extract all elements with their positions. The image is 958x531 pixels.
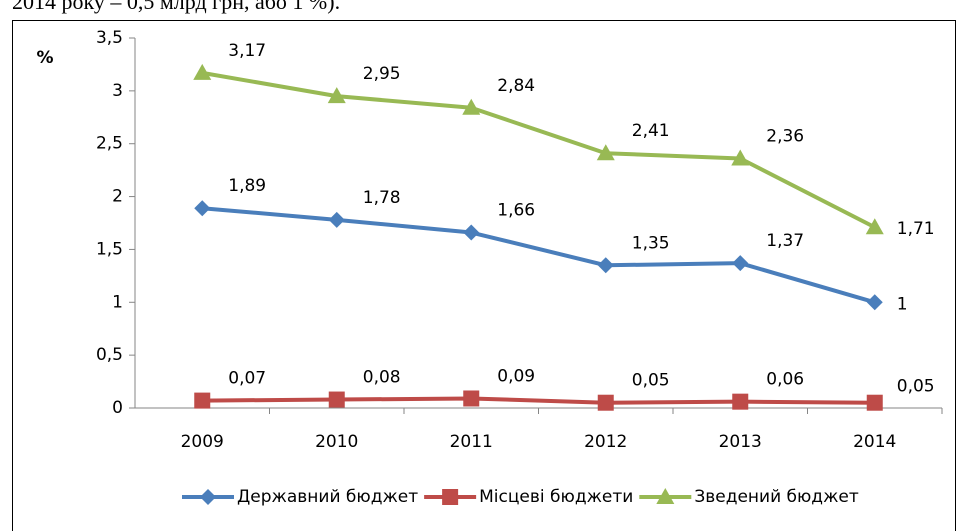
marker xyxy=(866,394,883,411)
marker xyxy=(597,394,614,411)
data-label: 1,35 xyxy=(632,233,670,253)
data-label: 1,71 xyxy=(897,219,935,239)
data-label: 3,17 xyxy=(228,41,266,61)
data-label: 2,95 xyxy=(363,64,401,84)
x-tick-label: 2012 xyxy=(584,432,627,452)
marker xyxy=(463,224,480,241)
marker xyxy=(442,489,459,505)
series-line xyxy=(202,396,875,405)
marker xyxy=(731,149,750,166)
y-tick-label: 0 xyxy=(112,398,123,418)
data-label: 1 xyxy=(897,294,908,314)
x-tick-label: 2010 xyxy=(315,432,358,452)
data-label: 2,84 xyxy=(497,76,535,96)
legend-label: Державний бюджет xyxy=(237,487,418,507)
data-label: 0,07 xyxy=(228,369,266,389)
data-label: 0,08 xyxy=(363,368,401,388)
marker xyxy=(596,144,615,161)
marker xyxy=(865,218,884,235)
y-axis-label: % xyxy=(36,48,53,68)
data-label: 0,05 xyxy=(897,377,935,397)
y-tick-label: 1 xyxy=(112,292,123,312)
marker xyxy=(462,98,481,115)
x-tick-label: 2013 xyxy=(719,432,762,452)
data-label: 2,36 xyxy=(766,127,804,147)
marker xyxy=(866,294,883,311)
marker xyxy=(597,257,614,274)
data-label: 1,66 xyxy=(497,201,535,221)
series-line xyxy=(202,206,876,305)
x-tick-label: 2009 xyxy=(181,432,224,452)
marker xyxy=(194,392,211,409)
x-tick-label: 2011 xyxy=(450,432,493,452)
marker xyxy=(194,200,211,217)
y-tick-label: 1,5 xyxy=(96,239,123,259)
data-label: 0,05 xyxy=(632,371,670,391)
y-tick-label: 2,5 xyxy=(96,134,123,154)
marker xyxy=(328,391,345,408)
y-tick-label: 0,5 xyxy=(96,345,123,365)
y-tick-label: 2 xyxy=(112,187,123,207)
data-label: 2,41 xyxy=(632,121,670,141)
marker xyxy=(193,63,212,80)
y-tick-label: 3 xyxy=(112,81,123,101)
marker xyxy=(732,393,749,410)
marker xyxy=(656,488,675,504)
marker xyxy=(200,489,216,505)
series-line xyxy=(201,70,876,230)
marker xyxy=(463,390,480,407)
caption: 2014 року – 0,5 млрд грн, або 1 %). xyxy=(12,0,340,14)
data-label: 0,06 xyxy=(766,370,804,390)
legend-label: Зведений бюджет xyxy=(694,487,859,507)
chart-frame xyxy=(12,20,956,531)
data-label: 1,78 xyxy=(363,188,401,208)
marker xyxy=(732,255,749,272)
marker xyxy=(327,87,346,104)
data-label: 0,09 xyxy=(497,366,535,386)
x-tick-label: 2014 xyxy=(853,432,896,452)
legend-label: Місцеві бюджети xyxy=(479,487,633,507)
data-label: 1,89 xyxy=(228,176,266,196)
data-label: 1,37 xyxy=(766,231,804,251)
marker xyxy=(328,211,345,228)
y-tick-label: 3,5 xyxy=(96,28,123,48)
